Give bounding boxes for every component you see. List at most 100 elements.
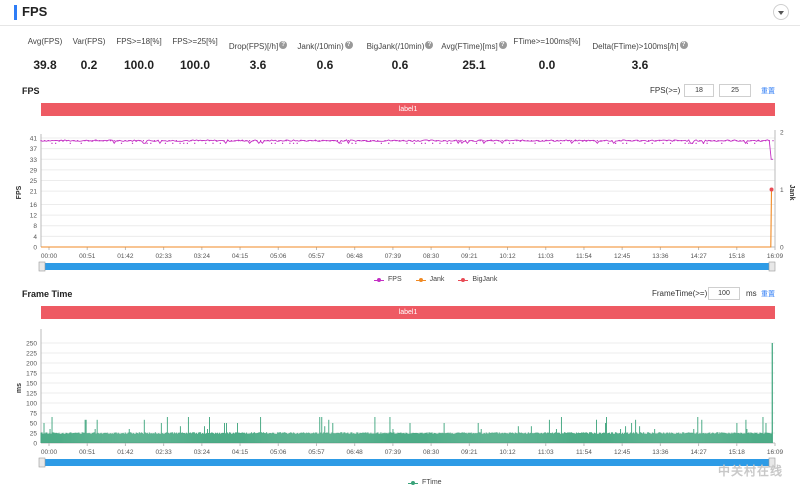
- fps-point: [314, 140, 317, 142]
- fps-point: [391, 140, 393, 142]
- stat-label: BigJank(/10min): [366, 42, 425, 51]
- fps-point: [680, 140, 683, 142]
- legend-item-ftime[interactable]: FTime: [408, 479, 442, 487]
- help-icon[interactable]: ?: [279, 40, 288, 49]
- fps-reset-button[interactable]: 重置: [761, 88, 775, 95]
- ftime-legend[interactable]: FTime: [408, 479, 456, 487]
- legend-item-bigjank[interactable]: BigJank: [458, 276, 497, 284]
- x-tick-label: 04:15: [232, 449, 249, 456]
- fps-point: [545, 140, 547, 142]
- fps-point: [505, 140, 507, 142]
- fps-point: [743, 140, 745, 142]
- y2-tick-label: 0: [780, 245, 784, 252]
- slider-handle-left[interactable]: [38, 457, 46, 468]
- fps-point: [146, 142, 148, 144]
- stat-label-row: Drop(FPS)[/h]?: [198, 36, 318, 51]
- fps-point: [464, 140, 467, 142]
- y2-tick-label: 1: [780, 187, 784, 194]
- fps-point: [746, 142, 748, 144]
- stat-label-row: BigJank(/10min)?: [340, 36, 460, 51]
- fps-point: [629, 140, 631, 142]
- fps-point: [721, 142, 723, 144]
- fps-point: [362, 140, 364, 142]
- watermark: 中关村在线: [718, 464, 784, 478]
- ftime-reset-button[interactable]: 重置: [761, 291, 775, 298]
- legend-item-jank[interactable]: Jank: [415, 276, 444, 284]
- ftime-label-bar: label1: [41, 306, 775, 319]
- x-tick-label: 13:36: [652, 449, 669, 456]
- help-icon[interactable]: ?: [679, 40, 688, 49]
- fps-point: [73, 140, 75, 142]
- y-tick-label: 250: [26, 341, 37, 348]
- x-tick-label: 14:27: [690, 253, 707, 260]
- slider-handle-left[interactable]: [38, 261, 46, 272]
- fps-point: [164, 142, 167, 144]
- ftime-chart[interactable]: 0 25 50 75 100 125 150 175 200 225 250 00:00 00:51 01…: [0, 325, 800, 475]
- y-tick-label: 37: [30, 146, 38, 153]
- stat-label: Avg(FPS): [27, 37, 63, 46]
- fps-point: [238, 140, 240, 142]
- stat-0: Avg(FPS) 39.8: [0, 36, 105, 72]
- slider-handle-right[interactable]: [768, 261, 776, 272]
- stat-value: 25.1: [462, 58, 486, 72]
- fps-point: [530, 140, 533, 142]
- stat-value: 3.6: [249, 58, 267, 72]
- stat-label: FPS>=18[%]: [116, 37, 162, 46]
- y-tick-label: 125: [26, 391, 37, 398]
- fps-point: [120, 142, 123, 144]
- fps-point: [80, 142, 82, 144]
- fps-point: [399, 140, 401, 142]
- x-tick-label: 06:48: [347, 449, 364, 456]
- fps-point: [582, 140, 584, 142]
- fps-point: [270, 142, 273, 144]
- fps-point: [87, 140, 90, 142]
- help-icon[interactable]: ?: [498, 40, 507, 49]
- x-tick-label: 05:57: [308, 449, 325, 456]
- fps-point: [750, 140, 752, 142]
- y-tick-label: 150: [26, 381, 37, 388]
- stat-value: 100.0: [123, 58, 155, 72]
- fps-point: [58, 140, 60, 142]
- stat-label-row: Jank(/10min)?: [265, 36, 385, 51]
- slider-handle-right[interactable]: [768, 457, 776, 468]
- fps-threshold-input-1[interactable]: 18: [684, 84, 714, 97]
- fps-point: [344, 140, 346, 142]
- fps-point: [615, 142, 617, 144]
- fps-point: [633, 140, 635, 142]
- x-tick-label: 16:09: [767, 449, 784, 456]
- fps-point: [51, 142, 53, 144]
- stat-value: 100.0: [179, 58, 211, 72]
- time-range-slider[interactable]: [38, 457, 776, 468]
- help-icon[interactable]: ?: [344, 40, 353, 49]
- time-range-slider[interactable]: [38, 261, 776, 272]
- x-tick-label: 04:15: [232, 253, 249, 260]
- fps-point: [47, 140, 49, 142]
- fps-point: [98, 140, 101, 142]
- x-tick-label: 03:24: [194, 449, 211, 456]
- x-tick-label: 08:30: [423, 449, 440, 456]
- collapse-icon[interactable]: [773, 4, 789, 20]
- fps-point: [340, 142, 342, 144]
- slider-track: [43, 459, 771, 466]
- legend-item-fps[interactable]: FPS: [374, 276, 402, 284]
- fps-point: [106, 140, 108, 142]
- fps-point: [571, 140, 573, 142]
- stat-value: 39.8: [33, 58, 57, 72]
- fps-threshold-input-2[interactable]: 25: [719, 84, 751, 97]
- help-icon[interactable]: ?: [425, 40, 434, 49]
- ftime-threshold-input[interactable]: 100: [708, 287, 740, 300]
- fps-point: [135, 140, 137, 142]
- fps-point: [230, 140, 232, 142]
- fps-point: [55, 142, 57, 144]
- fps-point: [757, 140, 759, 142]
- fps-point: [373, 140, 375, 142]
- fps-point: [40, 140, 42, 142]
- fps-point: [768, 140, 770, 142]
- fps-point: [765, 140, 767, 142]
- stat-7: Avg(FTime)[ms]? 25.1: [414, 36, 534, 72]
- fps-point: [417, 140, 419, 142]
- stat-label: FPS>=25[%]: [172, 37, 218, 46]
- fps-point: [552, 140, 554, 142]
- fps-legend[interactable]: FPS Jank BigJank: [374, 276, 511, 284]
